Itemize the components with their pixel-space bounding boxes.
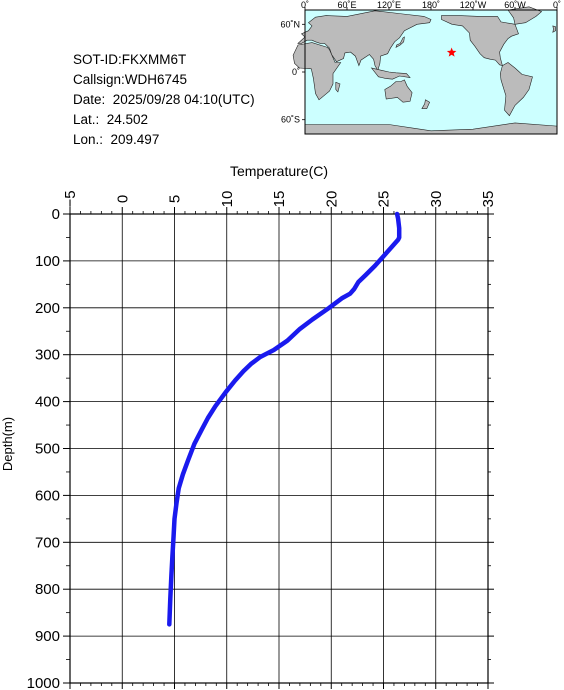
map-lon-label: 0˚ bbox=[301, 0, 309, 10]
landmass bbox=[384, 79, 413, 103]
landmass bbox=[297, 10, 432, 72]
date: Date: 2025/09/28 04:10(UTC) bbox=[73, 92, 255, 107]
longitude: Lon.: 209.497 bbox=[73, 132, 160, 147]
landmass bbox=[552, 25, 556, 33]
y-tick-label: 300 bbox=[35, 347, 60, 364]
callsign: Callsign:WDH6745 bbox=[73, 72, 188, 87]
data-series bbox=[167, 211, 402, 627]
chart-ticks bbox=[63, 207, 494, 689]
sot-id: SOT-ID:FKXMM6T bbox=[73, 52, 187, 67]
x-tick-label: 5 bbox=[167, 195, 184, 203]
y-axis-label: Depth(m) bbox=[0, 417, 15, 471]
x-tick-label: 0 bbox=[114, 195, 131, 203]
map-lat-label: 60˚S bbox=[281, 115, 300, 125]
landmass bbox=[421, 99, 430, 109]
x-tick-label: 35 bbox=[480, 191, 497, 208]
map-lon-label: 60˚E bbox=[337, 0, 356, 10]
y-tick-label: 0 bbox=[52, 206, 60, 223]
y-tick-label: 400 bbox=[35, 394, 60, 411]
landmass bbox=[507, 6, 543, 25]
x-tick-label: 30 bbox=[428, 191, 445, 208]
x-tick-label: 25 bbox=[376, 191, 393, 208]
landmass bbox=[441, 15, 519, 67]
x-tick-label: −5 bbox=[62, 190, 79, 207]
x-tick-labels: −5 0 5 10 15 20 25 30 35 bbox=[62, 190, 497, 207]
landmass bbox=[370, 67, 411, 80]
x-tick-label: 10 bbox=[219, 191, 236, 208]
map-lat-label: 0˚ bbox=[292, 67, 300, 77]
temperature-profile-chart: −5 0 5 10 15 20 25 30 35 01002003004005006007008… bbox=[0, 163, 497, 690]
y-tick-label: 800 bbox=[35, 581, 60, 598]
x-tick-label: 15 bbox=[271, 191, 288, 208]
landmass bbox=[395, 36, 405, 49]
float-info: SOT-ID:FKXMM6T Callsign:WDH6745 Date: 20… bbox=[73, 50, 255, 150]
temperature-profile-line bbox=[167, 211, 402, 627]
landmass bbox=[499, 62, 533, 117]
latitude: Lat.: 24.502 bbox=[73, 112, 149, 127]
y-tick-label: 700 bbox=[35, 534, 60, 551]
map-lon-label: 120˚W bbox=[460, 0, 487, 10]
landmass bbox=[335, 81, 341, 93]
map-lat-label: 60˚N bbox=[280, 19, 300, 29]
map-lon-label: 120˚E bbox=[377, 0, 401, 10]
map-lon-label: 60˚W bbox=[504, 0, 526, 10]
float-location-marker bbox=[446, 47, 457, 57]
map-lon-label: 180˚ bbox=[422, 0, 440, 10]
y-tick-label: 100 bbox=[35, 253, 60, 270]
y-tick-label: 200 bbox=[35, 300, 60, 317]
y-tick-labels: 0 100 200 300 400 500 600 700 800 900 1000 bbox=[27, 206, 60, 690]
y-tick-label: 600 bbox=[35, 487, 60, 504]
x-tick-label: 20 bbox=[323, 191, 340, 208]
location-map: 0˚ 60˚E 120˚E 180˚ 120˚W 60˚W 0˚60˚N0˚60˚S bbox=[280, 0, 561, 135]
y-tick-label: 900 bbox=[35, 628, 60, 645]
x-axis-label: Temperature(C) bbox=[230, 163, 328, 179]
y-tick-label: 500 bbox=[35, 441, 60, 458]
map-lon-label: 0˚ bbox=[553, 0, 561, 10]
y-tick-label: 1000 bbox=[27, 675, 60, 690]
chart-grid bbox=[69, 213, 489, 684]
